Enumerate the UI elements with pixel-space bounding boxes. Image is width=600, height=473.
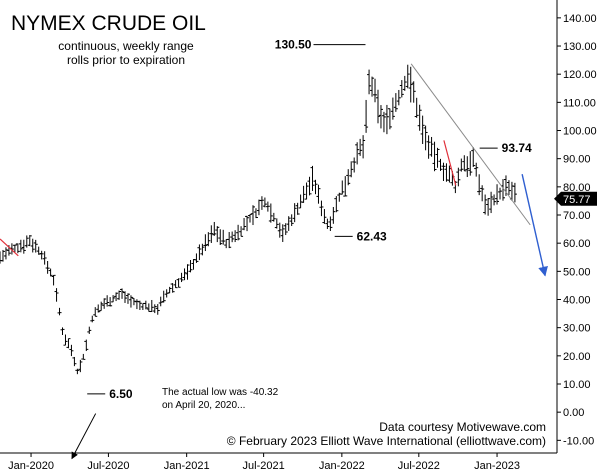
x-tick-label: Jan-2023	[474, 460, 520, 472]
price-annotation: 130.50	[275, 38, 312, 52]
y-tick-label: 30.00	[563, 323, 591, 335]
low-note-arrow	[71, 413, 97, 460]
projection-arrow	[521, 174, 548, 277]
y-tick-label: 120.00	[563, 69, 597, 81]
chart-title: NYMEX CRUDE OIL	[11, 12, 206, 35]
y-tick-label: 80.00	[563, 182, 591, 194]
copyright-notice: © February 2023 Elliott Wave Internation…	[227, 434, 546, 448]
data-credit: Data courtesy Motivewave.com	[379, 420, 546, 434]
x-tick-label: Jan-2020	[8, 460, 54, 472]
low-note-line-2: on April 20, 2020...	[162, 400, 245, 411]
y-tick-label: 50.00	[563, 266, 591, 278]
x-tick-label: Jan-2021	[164, 460, 210, 472]
y-tick-label: 110.00	[563, 97, 596, 109]
x-tick-label: Jul-2021	[243, 460, 285, 472]
red-wave-line	[0, 238, 19, 257]
price-annotation: 93.74	[502, 141, 532, 155]
y-tick-label: 60.00	[563, 238, 591, 250]
red-wave-line	[443, 140, 457, 186]
y-tick-label: 0.00	[563, 407, 584, 419]
chart-subtitle-line-1: continuous, weekly range	[58, 39, 194, 53]
last-price-tag	[554, 191, 597, 206]
x-tick-label: Jan-2022	[319, 460, 365, 472]
trendline	[410, 63, 531, 226]
y-tick-label: 140.00	[563, 13, 597, 25]
price-annotation: 62.43	[357, 229, 387, 243]
y-tick-label: -10.00	[563, 435, 594, 447]
chart-subtitle-line-2: rolls prior to expiration	[67, 53, 185, 67]
x-tick-label: Jul-2020	[87, 460, 129, 472]
low-note-line-1: The actual low was -40.32	[162, 387, 279, 398]
y-tick-label: 20.00	[563, 351, 591, 363]
y-tick-label: 130.00	[563, 41, 597, 53]
last-price-label: 75.77	[563, 194, 591, 206]
y-tick-label: 90.00	[563, 154, 591, 166]
y-tick-label: 100.00	[563, 126, 597, 138]
x-tick-label: Jul-2022	[398, 460, 440, 472]
price-annotation: 6.50	[109, 387, 133, 401]
y-tick-label: 70.00	[563, 210, 591, 222]
y-tick-label: 10.00	[563, 379, 591, 391]
price-bars	[0, 64, 517, 375]
y-tick-label: 40.00	[563, 295, 591, 307]
